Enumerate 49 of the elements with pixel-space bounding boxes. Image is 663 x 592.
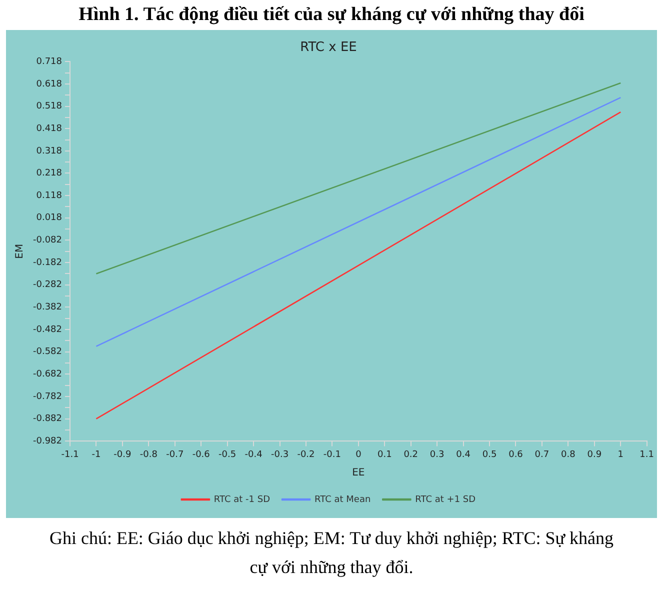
x-tick-label: 0.6 xyxy=(508,450,524,460)
x-tick-label: 1.1 xyxy=(640,450,654,460)
x-tick-label: 0.8 xyxy=(561,450,576,460)
legend-label: RTC at -1 SD xyxy=(214,494,270,505)
y-tick-label: -0.282 xyxy=(32,280,62,290)
y-tick-label: 0.118 xyxy=(36,190,62,201)
y-tick-label: 0.018 xyxy=(36,213,62,224)
x-tick-label: -0.6 xyxy=(192,450,210,460)
y-tick-label: -0.182 xyxy=(32,258,62,268)
legend-label: RTC at +1 SD xyxy=(415,494,476,505)
x-tick-label: -0.3 xyxy=(270,450,289,460)
x-tick-label: -1 xyxy=(92,450,101,460)
x-tick-label: -0.7 xyxy=(166,450,184,460)
y-axis-title: EM xyxy=(14,244,26,259)
y-tick-label: -0.882 xyxy=(32,414,62,424)
y-tick-label: -0.582 xyxy=(32,347,62,358)
y-tick-label: 0.218 xyxy=(36,168,62,179)
x-tick-label: -0.2 xyxy=(297,450,315,460)
x-tick-label: 1 xyxy=(618,450,624,460)
x-tick-label: 0.9 xyxy=(587,450,602,460)
y-tick-label: -0.982 xyxy=(32,436,62,447)
x-tick-label: -1.1 xyxy=(61,450,79,460)
legend-label: RTC at Mean xyxy=(314,494,371,505)
x-tick-label: -0.9 xyxy=(114,450,132,460)
x-tick-label: -0.4 xyxy=(244,450,263,460)
x-tick-label: 0.2 xyxy=(404,450,418,460)
y-tick-label: 0.618 xyxy=(36,79,62,90)
x-tick-label: -0.1 xyxy=(323,450,341,460)
x-axis-title: EE xyxy=(352,468,365,479)
text: Ghi chú: EE: Giáo dục khởi nghiệp; EM: Tư duy khởi nghiệp; RTC: Sự kháng cự với những thay đổi. xyxy=(48,527,615,579)
y-tick-label: -0.482 xyxy=(32,324,62,335)
y-tick-label: -0.082 xyxy=(32,236,62,246)
x-tick-label: 0.4 xyxy=(456,450,471,460)
x-tick-label: 0 xyxy=(356,450,362,460)
y-tick-label: 0.518 xyxy=(36,102,62,112)
y-tick-label: 0.718 xyxy=(36,56,62,67)
chart-subtitle: Hình 1. Tác động điều tiết của sự kháng cự với những thay đổi xyxy=(78,4,586,26)
y-tick-label: 0.418 xyxy=(36,124,62,134)
y-tick-label: -0.682 xyxy=(32,370,62,380)
x-tick-label: 0.7 xyxy=(534,450,550,460)
x-tick-label: 0.1 xyxy=(377,450,392,460)
x-tick-label: 0.5 xyxy=(482,450,497,460)
y-tick-label: 0.318 xyxy=(36,146,62,156)
y-tick-label: -0.382 xyxy=(32,302,62,313)
x-tick-label: -0.5 xyxy=(218,450,236,460)
x-tick-label: -0.8 xyxy=(140,450,158,460)
x-tick-label: 0.3 xyxy=(430,450,444,460)
y-tick-label: -0.782 xyxy=(32,392,62,402)
chart-title: RTC x EE xyxy=(300,40,357,56)
